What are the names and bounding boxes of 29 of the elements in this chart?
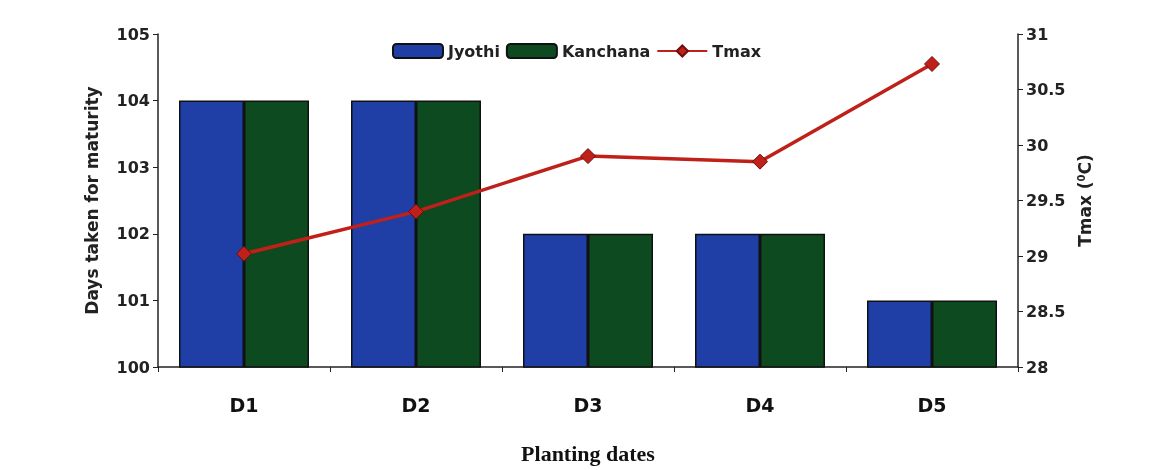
legend-label: Jyothi: [446, 41, 500, 61]
x-tick-label: D5: [917, 393, 947, 416]
y2-tick-label: 31: [1026, 24, 1049, 44]
y2-axis-title: Tmax (0C): [1074, 154, 1095, 247]
x-tick-label: D2: [401, 393, 431, 416]
legend-label: Tmax: [712, 41, 762, 61]
x-tick-label: D4: [745, 393, 775, 416]
y2-tick-label: 30: [1026, 135, 1049, 155]
point: [580, 148, 596, 165]
y-tick-label: 100: [116, 357, 150, 377]
point: [408, 203, 424, 220]
y-tick-label: 104: [116, 91, 150, 111]
y-tick-label: 105: [116, 24, 150, 44]
y2-tick-label: 30.5: [1026, 80, 1066, 99]
x-axis-title: Planting dates: [521, 440, 656, 466]
y2-tick-label: 29: [1026, 246, 1049, 266]
y2-tick-label: 29.5: [1026, 191, 1066, 210]
y2-tick-label: 28.5: [1026, 302, 1066, 321]
x-tick-label: D1: [229, 393, 259, 416]
x-tick-label: D3: [573, 393, 603, 416]
y-tick-label: 103: [116, 157, 150, 177]
point: [752, 153, 768, 170]
legend-label: Kanchana: [561, 41, 651, 61]
y-tick-label: 102: [116, 224, 150, 244]
point: [236, 245, 252, 262]
point: [924, 55, 940, 72]
y-tick-label: 101: [116, 290, 150, 310]
y-axis-title: Days taken for maturity: [81, 86, 102, 315]
y2-tick-label: 28: [1026, 357, 1049, 377]
